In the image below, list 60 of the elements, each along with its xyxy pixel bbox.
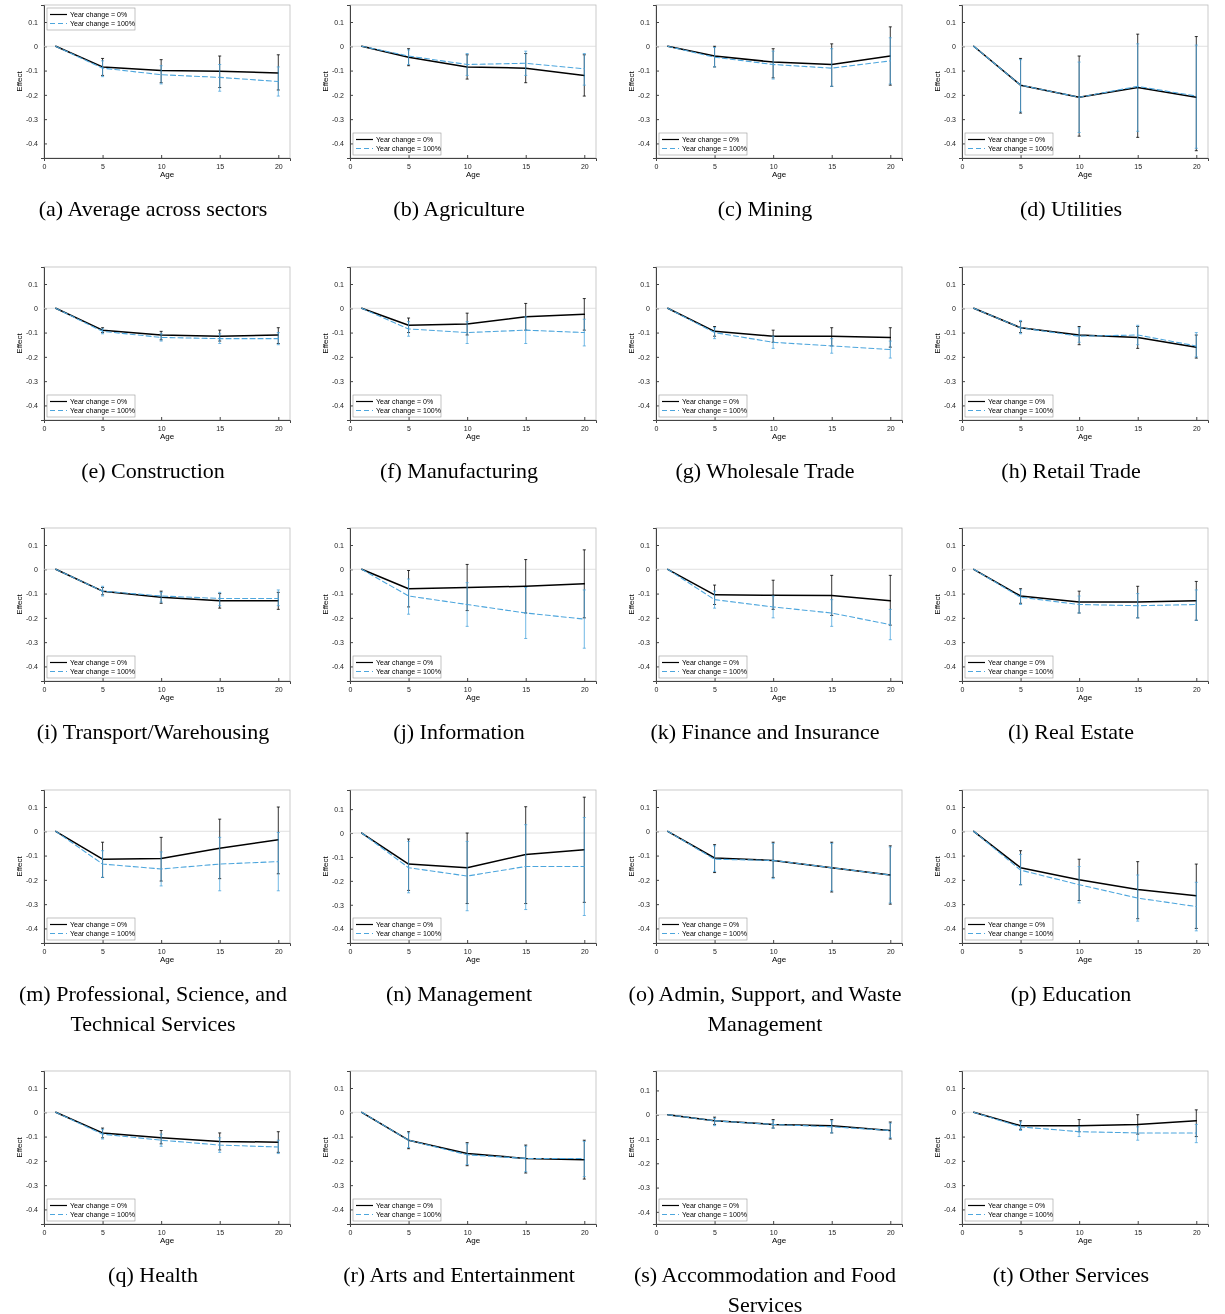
x-axis-title: Age — [465, 170, 481, 179]
x-axis-title: Age — [159, 1236, 175, 1245]
x-axis-title: Age — [159, 432, 175, 441]
x-axis-title: Age — [771, 693, 787, 702]
y-axis-title: Effect — [15, 855, 24, 877]
x-axis-title: Age — [465, 955, 481, 964]
text: (q) Health — [107, 1261, 199, 1289]
x-axis-title: Age — [771, 955, 787, 964]
y-axis-title: Effect — [321, 1136, 330, 1158]
x-axis-title: Age — [465, 432, 481, 441]
y-axis-title: Effect — [627, 70, 636, 92]
text: (t) Other Services — [991, 1261, 1151, 1289]
text: (j) Information — [392, 718, 526, 746]
y-axis-title: Effect — [933, 70, 942, 92]
x-axis-title: Age — [1077, 432, 1093, 441]
y-axis-title: Effect — [321, 332, 330, 354]
y-axis-title: Effect — [321, 70, 330, 92]
y-axis-title: Effect — [627, 1136, 636, 1158]
text: (s) Accommodation and Food Services — [632, 1261, 898, 1314]
y-axis-title: Effect — [627, 593, 636, 615]
text: (b) Agriculture — [392, 195, 526, 223]
x-axis-title: Age — [465, 693, 481, 702]
text: (c) Mining — [716, 195, 814, 223]
text: (d) Utilities — [1018, 195, 1123, 223]
x-axis-title: Age — [1077, 955, 1093, 964]
text: (m) Professional, Science, and Technical Services — [17, 980, 289, 1038]
x-axis-title: Age — [771, 1236, 787, 1245]
x-axis-title: Age — [159, 170, 175, 179]
y-axis-title: Effect — [933, 1136, 942, 1158]
text: (p) Education — [1009, 980, 1133, 1008]
text: (f) Manufacturing — [378, 457, 540, 485]
y-axis-title: Effect — [321, 855, 330, 877]
y-axis-title: Effect — [15, 593, 24, 615]
text: (a) Average across sectors — [37, 195, 269, 223]
x-axis-title: Age — [159, 693, 175, 702]
text: (n) Management — [385, 980, 533, 1008]
text: (g) Wholesale Trade — [674, 457, 856, 485]
y-axis-title: Effect — [933, 855, 942, 877]
y-axis-title: Effect — [15, 70, 24, 92]
y-axis-title: Effect — [15, 332, 24, 354]
y-axis-title: Effect — [933, 332, 942, 354]
y-axis-title: Effect — [933, 593, 942, 615]
y-axis-title: Effect — [627, 855, 636, 877]
y-axis-title: Effect — [15, 1136, 24, 1158]
text: (h) Retail Trade — [1000, 457, 1142, 485]
x-axis-title: Age — [159, 955, 175, 964]
y-axis-title: Effect — [627, 332, 636, 354]
text: (e) Construction — [80, 457, 226, 485]
text: (i) Transport/Warehousing — [35, 718, 271, 746]
x-axis-title: Age — [771, 170, 787, 179]
x-axis-title: Age — [1077, 170, 1093, 179]
y-axis-title: Effect — [321, 593, 330, 615]
text: (l) Real Estate — [1007, 718, 1135, 746]
x-axis-title: Age — [1077, 1236, 1093, 1245]
text: (o) Admin, Support, and Waste Management — [627, 980, 903, 1038]
x-axis-title: Age — [465, 1236, 481, 1245]
x-axis-title: Age — [1077, 693, 1093, 702]
text: (k) Finance and Insurance — [649, 718, 881, 746]
x-axis-title: Age — [771, 432, 787, 441]
text: (r) Arts and Entertainment — [342, 1261, 576, 1289]
